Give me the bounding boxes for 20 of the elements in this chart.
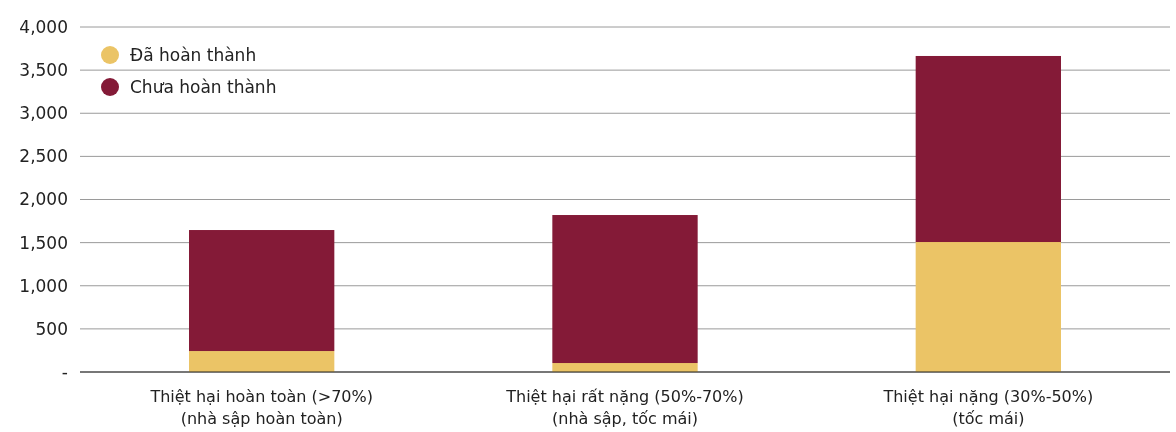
y-tick-label: 3,000 [19, 103, 68, 124]
y-tick-label: 2,000 [19, 189, 68, 210]
bar [915, 55, 1061, 243]
bar [189, 230, 335, 352]
bar [552, 215, 698, 364]
bar [552, 363, 698, 372]
y-tick-label: 3,500 [19, 60, 68, 81]
y-tick-label: - [61, 361, 68, 382]
x-tick-label: Thiệt hại nặng (30%-50%) (tốc mái) [882, 387, 1094, 428]
x-tick-label: Thiệt hại hoàn toàn (>70%) (nhà sập hoàn toàn) [149, 387, 373, 428]
y-tick-label: 2,500 [19, 146, 68, 167]
legend-label: Chưa hoàn thành [130, 76, 277, 97]
bar [915, 242, 1061, 372]
y-tick-label: 4,000 [19, 16, 68, 37]
y-tick-label: 1,500 [19, 232, 68, 253]
y-tick-label: 500 [35, 318, 68, 339]
legend-label: Đã hoàn thành [130, 44, 257, 65]
bar [189, 351, 335, 372]
x-tick-label: Thiệt hại rất nặng (50%-70%) (nhà sập, tốc mái) [505, 387, 744, 428]
y-tick-label: 1,000 [19, 275, 68, 296]
